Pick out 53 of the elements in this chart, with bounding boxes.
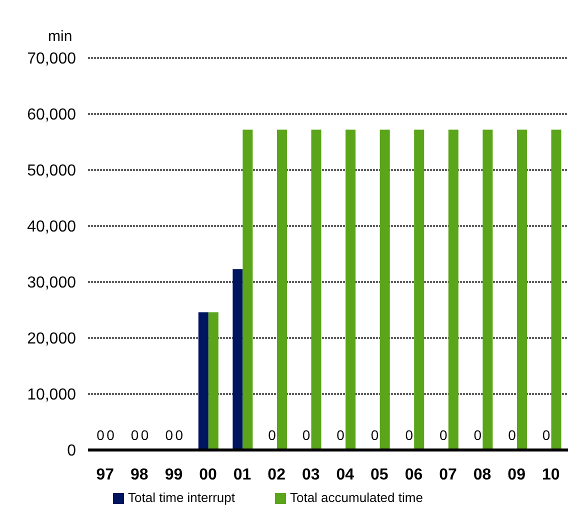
- legend-label: Total time interrupt: [128, 490, 235, 505]
- bar: [208, 312, 218, 450]
- bar: [516, 130, 527, 450]
- bar: [198, 312, 208, 450]
- y-tick-label: 0: [67, 442, 76, 460]
- data-label: 0: [508, 427, 516, 443]
- y-tick-label: 40,000: [27, 218, 76, 236]
- data-label: 0: [440, 427, 448, 443]
- x-tick-label: 09: [508, 466, 526, 484]
- y-tick-label: 50,000: [27, 162, 76, 180]
- bar: [482, 130, 493, 450]
- x-tick-label: 08: [473, 466, 492, 484]
- x-tick-label: 99: [164, 466, 183, 484]
- x-tick-label: 00: [199, 466, 217, 484]
- x-tick-label: 06: [404, 466, 423, 484]
- bar: [448, 130, 458, 450]
- data-label: 0: [405, 427, 414, 443]
- x-tick-label: 03: [302, 466, 320, 484]
- bar: [276, 130, 287, 450]
- legend-label: Total accumulated time: [290, 490, 423, 505]
- y-axis-title: min: [48, 28, 72, 45]
- x-tick-label: 01: [233, 466, 252, 484]
- y-tick-label: 10,000: [27, 386, 76, 404]
- bar: [232, 269, 243, 450]
- data-label: 0: [474, 427, 482, 443]
- data-label: 0: [336, 427, 345, 443]
- bar: [311, 130, 322, 450]
- bar: [242, 130, 253, 450]
- x-tick-label: 04: [336, 466, 354, 484]
- y-tick-label: 70,000: [27, 50, 76, 68]
- x-tick-label: 07: [439, 466, 457, 484]
- x-tick-label: 97: [96, 466, 114, 484]
- bar: [551, 130, 562, 450]
- bar: [414, 130, 424, 450]
- data-label: 0: [302, 427, 310, 443]
- data-label: 0: [370, 427, 379, 443]
- data-label: 0: [96, 427, 105, 443]
- bar: [346, 130, 356, 450]
- x-tick-label: 02: [268, 466, 286, 484]
- data-label: 0: [140, 427, 149, 443]
- y-tick-label: 60,000: [27, 106, 76, 124]
- x-tick-label: 10: [542, 466, 560, 484]
- data-label: 0: [106, 427, 115, 443]
- data-label: 0: [175, 427, 184, 443]
- data-label: 0: [165, 427, 174, 443]
- y-tick-label: 20,000: [27, 330, 76, 348]
- data-label: 0: [268, 427, 276, 443]
- data-label: 0: [130, 427, 139, 443]
- bar: [380, 130, 390, 450]
- y-tick-label: 30,000: [27, 274, 76, 292]
- data-label: 0: [542, 427, 550, 443]
- x-tick-label: 05: [370, 466, 388, 484]
- x-tick-label: 98: [130, 466, 148, 484]
